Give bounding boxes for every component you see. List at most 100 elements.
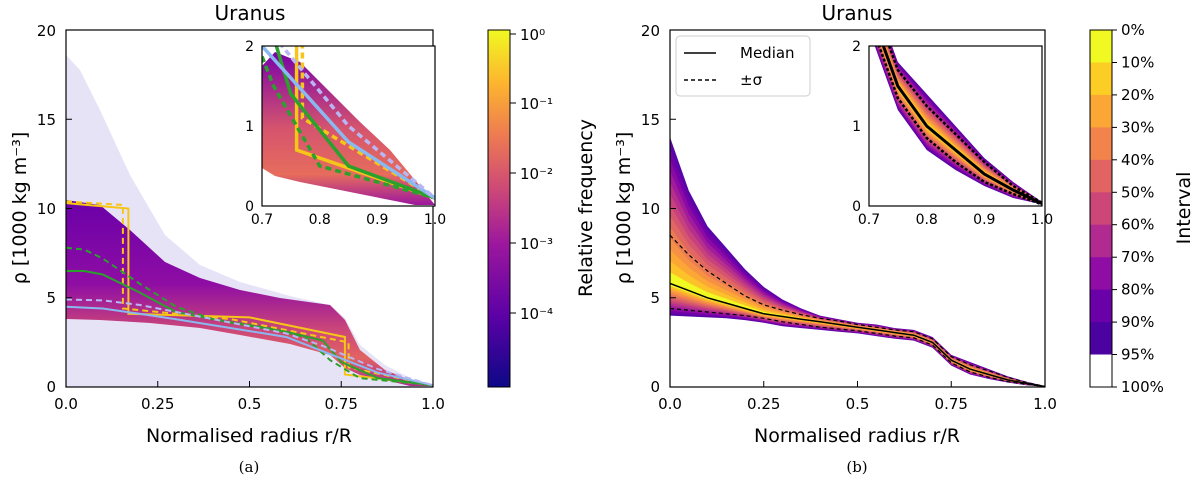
panel-a-ytick: 15 (37, 111, 56, 129)
colorbar-interval-block (1090, 289, 1112, 323)
panel-b-inset-ytick: 1 (852, 119, 861, 135)
panel-a-colorbar-label: Relative frequency (575, 119, 597, 297)
colorbar-tick-label: 50% (1121, 183, 1154, 201)
panel-b-inset-frame (868, 45, 1043, 207)
panel-b-title: Uranus (822, 1, 893, 25)
panel-b-ytick: 20 (641, 22, 660, 40)
median-line (670, 282, 1045, 387)
panel-b-inset: 0.7 0.8 0.9 1.0 0 1 2 (852, 39, 1053, 228)
panel-b-interval-bands (670, 137, 1045, 387)
panel-b-inset-xtick: 0.8 (916, 212, 938, 228)
panel-b-inset-xtick: 0.9 (973, 212, 995, 228)
inset-median-line (881, 46, 1042, 205)
panel-b-ytick: 5 (650, 289, 660, 307)
panel-b-xtick: 0.5 (846, 395, 870, 413)
panel-a-caption: (a) (239, 458, 260, 476)
curve-yellow-solid (66, 202, 433, 387)
colorbar-tick-label: 30% (1121, 118, 1154, 136)
colorbar-tick-label: 0% (1121, 21, 1145, 39)
inset-curve-green-solid (274, 46, 435, 200)
panel-a-inset-heat (262, 52, 435, 205)
curve-blue-solid (66, 305, 433, 387)
panel-b-colorbar-frame (1089, 29, 1113, 388)
panel-b-colorbar-label: Interval (1173, 172, 1195, 245)
panel-b: Uranus 0.0 0.25 0.5 0.75 1.0 0 5 10 15 2… (613, 1, 1195, 476)
panel-b-xtick: 0.25 (747, 395, 780, 413)
panel-a-density-heat (66, 200, 433, 386)
panel-a-xtick: 0.5 (238, 395, 262, 413)
panel-a-ylabel: ρ [1000 kg m⁻³] (9, 132, 31, 285)
panel-b-legend: Median ±σ (675, 35, 811, 97)
panel-a-xtick: 1.0 (421, 395, 445, 413)
panel-b-xtick: 0.75 (935, 395, 968, 413)
panel-a-inset-curves (262, 46, 435, 200)
panel-b-legend-box (675, 35, 811, 97)
inset-curve-blue-dashed (279, 46, 435, 200)
panel-a-inset-ytick: 2 (245, 39, 254, 55)
colorbar-tick-label: 100% (1121, 378, 1164, 396)
colorbar-tick-label: 60% (1121, 216, 1154, 234)
curve-green-dashed (66, 246, 433, 387)
panel-a-xtick: 0.0 (54, 395, 78, 413)
panel-b-median-sigma-lines (670, 234, 1045, 387)
panel-a-xlabel: Normalised radius r/R (146, 425, 352, 447)
panel-b-ylabel: ρ [1000 kg m⁻³] (613, 132, 635, 285)
colorbar-interval-block (1090, 30, 1112, 63)
colorbar-tick-label: 20% (1121, 86, 1154, 104)
panel-a-title: Uranus (215, 1, 286, 25)
colorbar-interval-block (1090, 127, 1112, 161)
panel-b-inset-ytick: 2 (852, 39, 861, 55)
panel-a-inset-xtick: 1.0 (424, 212, 446, 228)
panel-a-inset-ytick: 0 (245, 199, 254, 215)
panel-a-inset-xtick: 0.7 (251, 212, 273, 228)
panel-b-xtick: 1.0 (1033, 395, 1057, 413)
inset-curve-yellow-dashed (300, 46, 435, 200)
panel-a-ytick: 20 (37, 22, 56, 40)
legend-median-label: Median (740, 44, 795, 62)
panel-b-caption: (b) (846, 458, 867, 476)
panel-a-colorbar: 10⁰ 10⁻¹ 10⁻² 10⁻³ 10⁻⁴ Relative frequen… (487, 26, 597, 388)
interval-band (670, 170, 1045, 387)
colorbar-interval-block (1090, 94, 1112, 128)
colorbar-interval-block (1090, 322, 1112, 356)
panel-b-colorbar-blocks (1090, 30, 1112, 388)
panel-b-inset-content (874, 46, 1042, 206)
colorbar-tick-label: 90% (1121, 313, 1154, 331)
colorbar-tick-label: 10% (1121, 54, 1154, 72)
panel-a-ytick: 5 (46, 289, 56, 307)
panel-a: Uranus 0.0 0.25 0.5 0.75 1.0 0 5 10 15 2… (9, 1, 597, 476)
colorbar-tick-label: 80% (1121, 281, 1154, 299)
curve-yellow-dashed (66, 200, 433, 387)
panel-b-inset-ytick: 0 (852, 199, 861, 215)
panel-b-colorbar: 0% 10% 20% 30% 40% 50% 60% 70% 80% 90% 95% 100% Int… (1089, 21, 1195, 396)
inset-sigma-lower-line (877, 46, 1042, 206)
panel-b-inset-xtick: 1.0 (1031, 212, 1053, 228)
panel-a-inset-frame (261, 45, 436, 207)
sigma-upper-line (670, 234, 1045, 387)
inset-curve-blue-solid (262, 46, 435, 200)
colorbar-tick-label: 70% (1121, 248, 1154, 266)
panel-b-inset-xtick: 0.7 (858, 212, 880, 228)
colorbar-interval-block (1090, 192, 1112, 226)
panel-a-inset-ytick: 1 (245, 119, 254, 135)
colorbar-interval-block (1090, 159, 1112, 193)
panel-a-colorbar-tick: 10⁰ (520, 26, 545, 44)
panel-a-colorbar-tick: 10⁻¹ (520, 95, 553, 113)
panel-a-ytick: 10 (37, 200, 56, 218)
colorbar-tick-label: 40% (1121, 151, 1154, 169)
panel-b-xlabel: Normalised radius r/R (754, 425, 960, 447)
inset-curve-green-dashed (262, 51, 435, 200)
panel-a-colorbar-tick: 10⁻³ (520, 235, 553, 253)
inset-curve-yellow-solid (294, 46, 435, 200)
panel-a-inset-xtick: 0.8 (309, 212, 331, 228)
panel-a-xtick: 0.25 (141, 395, 174, 413)
colorbar-interval-block (1090, 257, 1112, 291)
colorbar-interval-block (1090, 224, 1112, 258)
panel-a-colorbar-tick: 10⁻⁴ (520, 305, 553, 323)
panel-b-ytick: 0 (650, 378, 660, 396)
colorbar-interval-block (1090, 354, 1112, 388)
panel-b-xtick: 0.0 (658, 395, 682, 413)
panel-a-ytick: 0 (46, 378, 56, 396)
curve-blue-dashed (66, 298, 433, 387)
